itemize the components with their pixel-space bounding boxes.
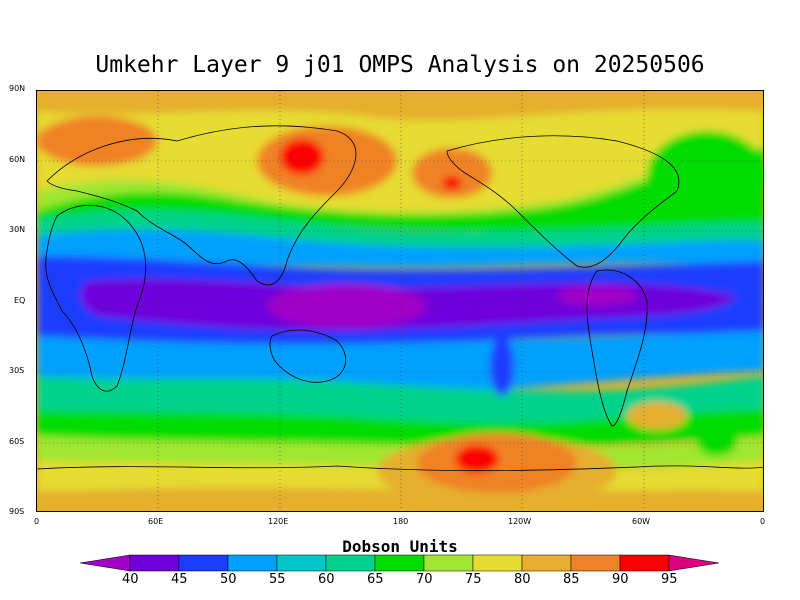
colorbar-level-label: 85 xyxy=(563,572,580,587)
lat-label-eq: EQ xyxy=(14,296,26,305)
lat-label-60n: 60N xyxy=(9,155,26,164)
colorbar-min-arrow xyxy=(79,554,131,572)
lat-label-30n: 30N xyxy=(9,225,26,234)
lon-label-120w: 120W xyxy=(508,517,532,526)
colorbar-level-label: 60 xyxy=(318,572,335,587)
lon-label-0-right: 0 xyxy=(760,517,766,526)
ozone-map xyxy=(36,90,764,512)
lat-label-60s: 60S xyxy=(9,437,25,446)
colorbar-swatch xyxy=(227,554,278,572)
lon-label-180: 180 xyxy=(393,517,409,526)
colorbar-level-label: 70 xyxy=(416,572,433,587)
colorbar-level-label: 55 xyxy=(269,572,286,587)
colorbar xyxy=(79,554,720,572)
colorbar-swatch xyxy=(178,554,229,572)
colorbar-level-label: 95 xyxy=(661,572,678,587)
colorbar-level-label: 40 xyxy=(122,572,139,587)
lat-label-30s: 30S xyxy=(9,366,25,375)
colorbar-level-label: 75 xyxy=(465,572,482,587)
colorbar-swatch xyxy=(276,554,327,572)
colorbar-swatch xyxy=(570,554,621,572)
colorbar-swatch xyxy=(521,554,572,572)
colorbar-swatch xyxy=(129,554,180,572)
colorbar-level-label: 50 xyxy=(220,572,237,587)
colorbar-level-label: 90 xyxy=(612,572,629,587)
map-title: Umkehr Layer 9 j01 OMPS Analysis on 2025… xyxy=(95,52,705,78)
colorbar-max-arrow xyxy=(668,554,720,572)
lon-label-0-left: 0 xyxy=(34,517,40,526)
colorbar-swatch xyxy=(472,554,523,572)
lon-label-120e: 120E xyxy=(268,517,289,526)
ozone-field xyxy=(37,91,763,511)
colorbar-swatch xyxy=(374,554,425,572)
colorbar-swatch xyxy=(423,554,474,572)
colorbar-level-label: 80 xyxy=(514,572,531,587)
colorbar-level-label: 65 xyxy=(367,572,384,587)
lon-label-60e: 60E xyxy=(148,517,164,526)
colorbar-level-label: 45 xyxy=(171,572,188,587)
lon-label-60w: 60W xyxy=(632,517,651,526)
colorbar-swatch xyxy=(619,554,670,572)
colorbar-title: Dobson Units xyxy=(342,537,458,556)
lat-label-90n: 90N xyxy=(9,84,26,93)
lat-label-90s: 90S xyxy=(9,507,25,516)
colorbar-swatch xyxy=(325,554,376,572)
